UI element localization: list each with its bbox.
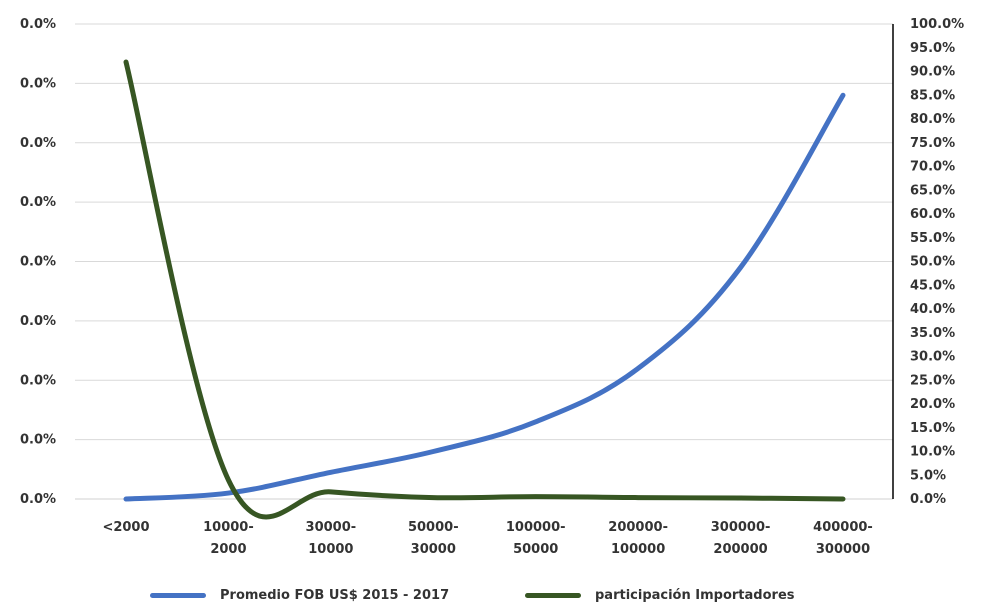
right-tick-label: 65.0% bbox=[910, 183, 955, 198]
legend-item-importadores: participación Importadores bbox=[525, 588, 795, 603]
right-tick-label: 90.0% bbox=[910, 65, 955, 80]
left-tick-label: 0.0% bbox=[20, 76, 56, 91]
left-tick-label: 0.0% bbox=[20, 255, 56, 270]
series-line-0 bbox=[123, 92, 846, 502]
right-tick-label: 55.0% bbox=[910, 231, 955, 246]
left-tick-label: 0.0% bbox=[20, 314, 56, 329]
x-tick-label: 200000-100000 bbox=[608, 520, 668, 557]
right-tick-label: 85.0% bbox=[910, 88, 955, 103]
right-tick-label: 50.0% bbox=[910, 255, 955, 270]
legend-label-fob: Promedio FOB US$ 2015 - 2017 bbox=[220, 588, 450, 603]
x-tick-label: 400000-300000 bbox=[813, 520, 873, 557]
left-tick-label: 0.0% bbox=[20, 17, 56, 32]
legend: Promedio FOB US$ 2015 - 2017 participaci… bbox=[0, 588, 986, 612]
x-tick-label: <2000 bbox=[102, 520, 149, 535]
right-tick-label: 70.0% bbox=[910, 160, 955, 175]
left-tick-label: 0.0% bbox=[20, 195, 56, 210]
left-tick-label: 0.0% bbox=[20, 373, 56, 388]
x-tick-label: 50000-30000 bbox=[408, 520, 459, 557]
right-tick-label: 75.0% bbox=[910, 136, 955, 151]
right-tick-label: 45.0% bbox=[910, 278, 955, 293]
left-tick-label: 0.0% bbox=[20, 492, 56, 507]
x-tick-label: 10000-2000 bbox=[203, 520, 254, 557]
x-tick-label: 30000-10000 bbox=[306, 520, 357, 557]
right-tick-label: 20.0% bbox=[910, 397, 955, 412]
right-tick-label: 95.0% bbox=[910, 41, 955, 56]
left-axis-ticks: 0.0% 0.0% 0.0% 0.0% 0.0% 0.0% 0.0% 0.0% 0.0% bbox=[20, 17, 56, 507]
legend-label-importadores: participación Importadores bbox=[595, 588, 795, 603]
legend-item-fob: Promedio FOB US$ 2015 - 2017 bbox=[150, 588, 449, 603]
right-tick-label: 25.0% bbox=[910, 373, 955, 388]
right-axis-ticks: 0.0% 5.0% 10.0% 15.0% 20.0% 25.0% 30.0% 35.0% 40… bbox=[910, 17, 964, 507]
right-tick-label: 5.0% bbox=[910, 468, 946, 483]
legend-swatch-importadores bbox=[525, 593, 581, 598]
right-tick-label: 35.0% bbox=[910, 326, 955, 341]
legend-swatch-fob bbox=[150, 593, 206, 598]
right-tick-label: 0.0% bbox=[910, 492, 946, 507]
right-tick-label: 15.0% bbox=[910, 421, 955, 436]
right-tick-label: 60.0% bbox=[910, 207, 955, 222]
right-tick-label: 10.0% bbox=[910, 445, 955, 460]
right-tick-label: 30.0% bbox=[910, 350, 955, 365]
gridlines bbox=[75, 23, 893, 500]
x-axis-ticks: <2000 10000-2000 30000-10000 50000-30000 100… bbox=[102, 520, 872, 557]
series-line-1 bbox=[123, 59, 846, 520]
x-tick-label: 300000-200000 bbox=[711, 520, 771, 557]
series-lines bbox=[123, 59, 846, 520]
right-tick-label: 80.0% bbox=[910, 112, 955, 127]
left-tick-label: 0.0% bbox=[20, 433, 56, 448]
right-tick-label: 100.0% bbox=[910, 17, 964, 32]
x-tick-label: 100000-50000 bbox=[506, 520, 566, 557]
right-tick-label: 40.0% bbox=[910, 302, 955, 317]
left-tick-label: 0.0% bbox=[20, 136, 56, 151]
